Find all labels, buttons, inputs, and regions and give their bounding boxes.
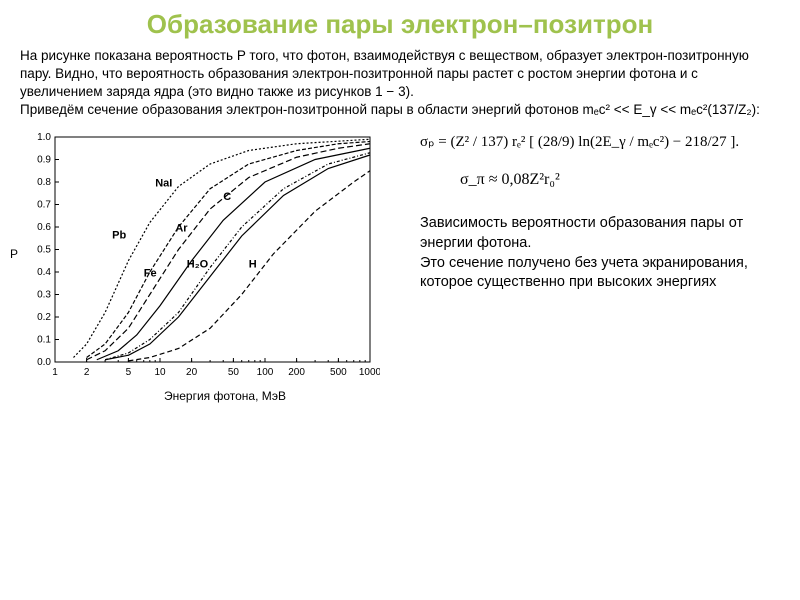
svg-text:0.7: 0.7	[37, 200, 51, 211]
svg-text:Ar: Ar	[175, 223, 188, 235]
intro-text: На рисунке показана вероятность P того, …	[20, 47, 780, 120]
svg-text:0.4: 0.4	[37, 267, 51, 278]
formula-sigma-pi: σ_π ≈ 0,08Z²r₀²	[460, 171, 780, 189]
svg-text:1000: 1000	[359, 367, 380, 378]
chart-box: 0.0 0.1 0.2 0.3 0.4 0.5 0.6 0.7 0.8 0.9 1.0 1 2 5 10 20…	[20, 127, 380, 387]
svg-text:C: C	[223, 191, 231, 203]
x-axis-label: Энергия фотона, МэВ	[50, 389, 400, 403]
svg-text:H₂O: H₂O	[187, 259, 209, 271]
svg-text:10: 10	[154, 367, 166, 378]
svg-text:1: 1	[52, 367, 58, 378]
svg-text:1.0: 1.0	[37, 132, 51, 143]
svg-text:0.2: 0.2	[37, 312, 51, 323]
svg-text:H: H	[249, 259, 257, 271]
svg-text:Fe: Fe	[144, 268, 157, 280]
formula-column: σₚ = (Z² / 137) rₑ² [ (28/9) ln(2E_γ / m…	[420, 127, 780, 403]
svg-text:50: 50	[228, 367, 240, 378]
svg-text:20: 20	[186, 367, 198, 378]
probability-chart: 0.0 0.1 0.2 0.3 0.4 0.5 0.6 0.7 0.8 0.9 1.0 1 2 5 10 20…	[20, 127, 380, 387]
svg-text:0.9: 0.9	[37, 155, 51, 166]
svg-text:0.6: 0.6	[37, 222, 51, 233]
svg-text:500: 500	[330, 367, 347, 378]
svg-text:0.0: 0.0	[37, 357, 51, 368]
content-row: P 0.00.10.20.30.40.50.60.70.80.91.012510…	[20, 127, 780, 403]
svg-text:0.1: 0.1	[37, 335, 51, 346]
svg-text:0.5: 0.5	[37, 245, 51, 256]
svg-text:100: 100	[257, 367, 274, 378]
svg-text:0.8: 0.8	[37, 177, 51, 188]
svg-text:2: 2	[84, 367, 90, 378]
svg-text:NaI: NaI	[155, 178, 172, 190]
chart-caption: Зависимость вероятности образования пары…	[420, 214, 780, 292]
page-title: Образование пары электрон–позитрон	[20, 10, 780, 39]
svg-text:5: 5	[126, 367, 132, 378]
chart-column: P 0.00.10.20.30.40.50.60.70.80.91.012510…	[20, 127, 400, 403]
svg-text:Pb: Pb	[112, 230, 126, 242]
svg-text:0.3: 0.3	[37, 290, 51, 301]
formula-sigma-p: σₚ = (Z² / 137) rₑ² [ (28/9) ln(2E_γ / m…	[420, 132, 780, 151]
y-axis-label: P	[10, 247, 18, 261]
svg-text:200: 200	[288, 367, 305, 378]
